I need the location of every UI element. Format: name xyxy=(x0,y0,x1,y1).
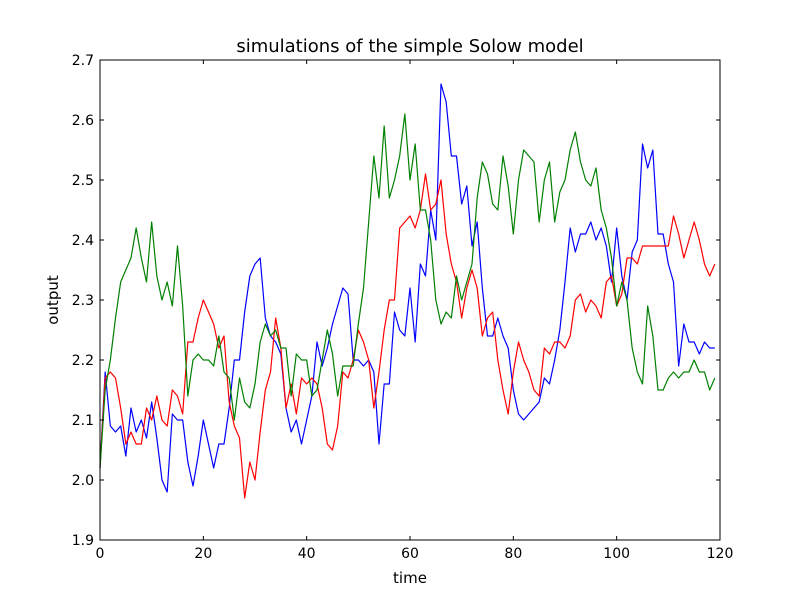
x-tick-label: 120 xyxy=(707,546,734,562)
y-axis-label: output xyxy=(44,275,62,325)
series-line-3 xyxy=(99,113,716,469)
axes-layer: 0 20 40 60 80 100 120 1.9 2.0 2.1 2.2 2.3 2.4 2.5 2.6 2… xyxy=(72,53,734,562)
y-tick-label: 2.7 xyxy=(72,53,94,69)
x-tick-label: 100 xyxy=(603,546,630,562)
y-tick-label: 1.9 xyxy=(72,533,94,549)
x-tick-label: 60 xyxy=(401,546,419,562)
series-line-1 xyxy=(99,83,715,493)
y-tick-label: 2.2 xyxy=(72,353,94,369)
x-tick-label: 0 xyxy=(96,546,105,562)
y-tick-label: 2.1 xyxy=(72,413,94,429)
x-tick-label: 80 xyxy=(504,546,522,562)
chart-title: simulations of the simple Solow model xyxy=(236,36,583,57)
series-layer xyxy=(99,83,716,499)
y-tick-label: 2.4 xyxy=(72,233,94,249)
series-line-2 xyxy=(99,173,716,499)
x-axis-label: time xyxy=(393,569,427,587)
x-tick-label: 40 xyxy=(298,546,316,562)
y-tick-label: 2.3 xyxy=(72,293,94,309)
x-tick-label: 20 xyxy=(194,546,212,562)
y-tick-label: 2.0 xyxy=(72,473,94,489)
y-tick-label: 2.5 xyxy=(72,173,94,189)
y-tick-label: 2.6 xyxy=(72,113,94,129)
